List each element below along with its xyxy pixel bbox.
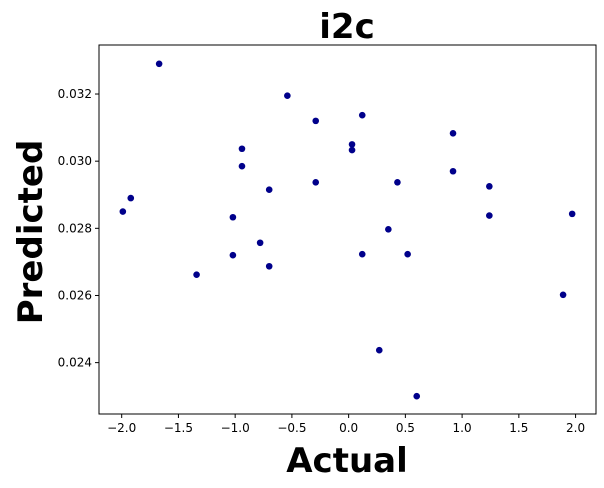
data-point [229, 213, 237, 221]
data-point [119, 208, 127, 215]
data-point [358, 250, 366, 258]
data-point [155, 60, 163, 68]
x-tick-label: −2.0 [107, 421, 136, 435]
y-tick-label: 0.024 [58, 356, 92, 370]
x-tick-label: −1.5 [164, 421, 193, 435]
data-point [348, 146, 356, 154]
x-axis-label: Actual [286, 441, 408, 481]
data-point [449, 167, 457, 175]
y-axis-ticks: 0.024 0.026 0.028 0.030 0.032 [58, 87, 99, 370]
x-tick-label: −1.0 [221, 421, 250, 435]
y-tick-label: 0.030 [58, 154, 92, 168]
x-tick-label: 0.5 [396, 421, 415, 435]
data-point [284, 92, 291, 99]
data-point [404, 250, 411, 258]
data-points [119, 60, 576, 400]
y-tick-label: 0.026 [58, 288, 92, 302]
x-tick-label: 0.0 [339, 421, 358, 435]
data-point [375, 346, 383, 354]
data-point [238, 145, 246, 153]
data-point [312, 179, 320, 186]
data-point [193, 271, 200, 278]
data-point [312, 117, 320, 125]
plot-area-frame [98, 44, 597, 415]
data-point [449, 130, 457, 137]
x-tick-label: 1.0 [453, 421, 472, 435]
data-point [568, 210, 576, 218]
data-point [394, 179, 401, 186]
data-point [486, 183, 493, 190]
data-point [486, 212, 493, 219]
x-tick-label: −0.5 [277, 421, 306, 435]
data-point [229, 251, 237, 259]
data-point [385, 226, 392, 233]
x-tick-label: 2.0 [566, 421, 585, 435]
y-tick-label: 0.032 [58, 87, 92, 101]
data-point [358, 111, 366, 119]
data-point [265, 262, 273, 270]
y-axis-label: Predicted [11, 140, 51, 325]
data-point [127, 194, 135, 202]
data-point [238, 162, 246, 170]
data-point [413, 392, 421, 400]
chart-title: i2c [319, 7, 374, 47]
x-axis-ticks: −2.0 −1.5 −1.0 −0.5 0.0 0.5 1.0 1.5 2.0 [107, 414, 585, 435]
data-point [559, 291, 567, 299]
data-point [265, 186, 273, 194]
y-tick-label: 0.028 [58, 221, 92, 235]
data-point [256, 239, 264, 247]
x-tick-label: 1.5 [509, 421, 528, 435]
data-point [348, 141, 356, 148]
